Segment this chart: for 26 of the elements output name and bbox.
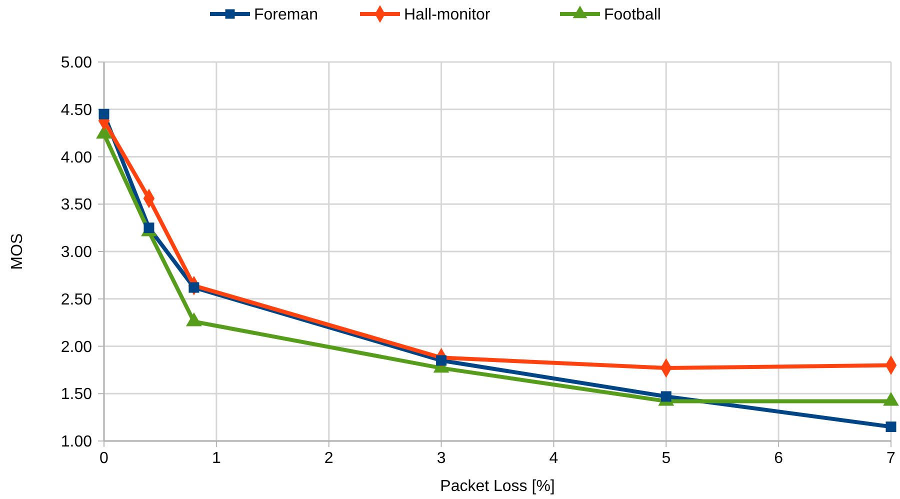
y-axis-title: MOS (9, 233, 26, 270)
y-tick-label: 1.50 (60, 386, 92, 404)
x-tick-label: 2 (324, 450, 334, 467)
legend-label: Hall-monitor (404, 6, 491, 24)
point (660, 391, 672, 402)
x-tick-label: 4 (549, 450, 558, 467)
y-tick-label: 2.50 (60, 291, 92, 308)
point (436, 355, 447, 366)
y-tick-label: 1.00 (60, 434, 92, 451)
y-tick-label: 4.00 (60, 149, 92, 166)
x-tick-label: 1 (212, 450, 221, 467)
x-tick-label: 5 (662, 450, 671, 467)
y-tick-label: 5.00 (60, 54, 92, 72)
y-tick-label: 4.50 (60, 102, 92, 119)
point (98, 108, 110, 120)
legend-label: Football (604, 6, 661, 24)
y-tick-label: 2.00 (60, 338, 92, 356)
legend-label: Foreman (254, 6, 318, 24)
y-tick-label: 3.50 (60, 196, 92, 214)
y-tick-label: 3.00 (60, 244, 92, 262)
x-tick-label: 6 (774, 450, 784, 467)
x-tick-label: 7 (886, 450, 896, 467)
x-tick-label: 3 (436, 450, 446, 467)
point (886, 422, 896, 432)
x-axis-title: Packet Loss [%] (440, 478, 555, 495)
x-tick-label: 0 (100, 450, 109, 467)
